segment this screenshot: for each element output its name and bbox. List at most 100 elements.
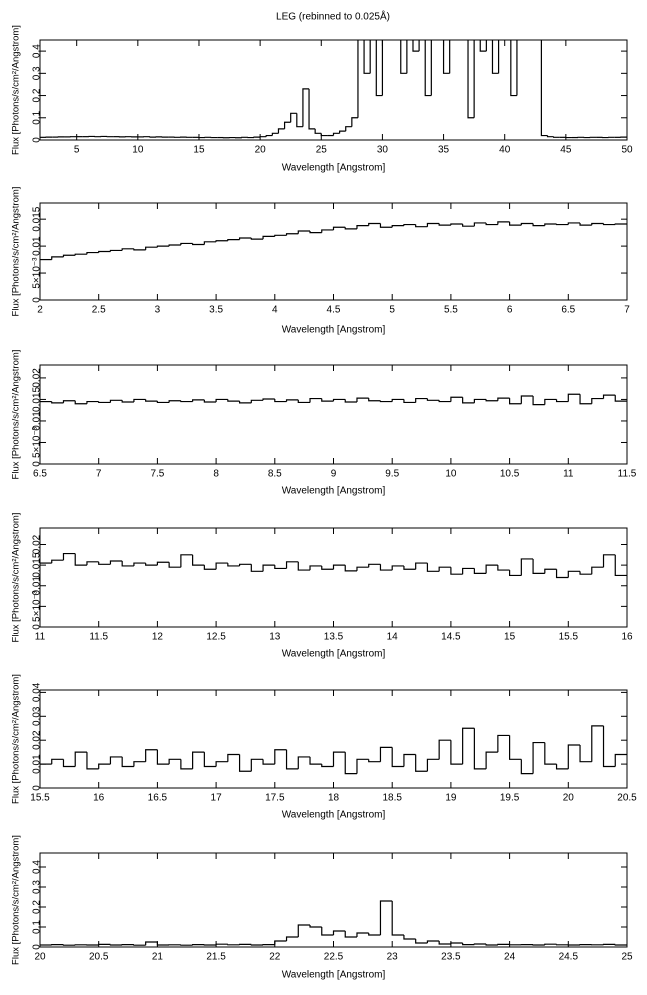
step-bin [520, 222, 534, 226]
x-axis-label: Wavelength [Angstrom] [282, 970, 386, 981]
step-bin [368, 398, 381, 402]
step-bin [473, 222, 487, 227]
x-tick-label: 21.5 [206, 952, 226, 963]
step-bin [379, 746, 393, 762]
y-tick-label: 0.04 [32, 682, 43, 702]
step-bin [438, 223, 451, 226]
step-bin [520, 759, 534, 775]
y-axis-label: Flux [Photons/s/cm²/Angstrom] [11, 513, 22, 643]
step-bin [145, 399, 158, 402]
step-bin [415, 562, 428, 570]
y-tick-label: 0.3 [32, 66, 43, 80]
x-tick-label: 10.5 [500, 469, 520, 480]
step-bin [51, 758, 64, 765]
step-bin [285, 936, 299, 941]
y-tick-label: 0.02 [32, 534, 43, 554]
step-bin [450, 567, 463, 575]
x-tick-label: 13 [269, 632, 281, 643]
step-bin [375, 40, 383, 97]
x-tick-label: 6.5 [33, 469, 47, 480]
y-tick-label: 0.01 [32, 411, 43, 431]
step-bin [602, 223, 616, 226]
step-bin [614, 223, 627, 225]
step-bin [250, 564, 264, 572]
x-tick-label: 11.5 [89, 632, 108, 643]
y-tick-label: 0 [32, 785, 43, 791]
panel: 6.5 7 7.5 8 8.5 9 9.5 10 10.5 11 11.505×10⁻³0.010.… [11, 350, 637, 497]
y-tick-label: 5×10⁻³ [32, 426, 43, 458]
y-tick-label: 0.015 [32, 206, 43, 231]
step-bin [297, 756, 311, 769]
step-bin [415, 939, 428, 944]
step-bin [121, 756, 134, 768]
x-tick-label: 22.5 [324, 952, 344, 963]
step-bin [285, 399, 299, 402]
step-bin [462, 943, 475, 946]
step-bin [274, 399, 287, 403]
step-bin [215, 761, 228, 767]
step-bin [133, 761, 146, 767]
step-bin [109, 399, 123, 403]
y-tick-label: 0.015 [32, 386, 43, 411]
step-bin [553, 136, 560, 138]
step-bin [277, 128, 285, 134]
step-bin [509, 398, 522, 405]
step-bin [491, 40, 499, 74]
step-bin [168, 244, 181, 247]
step-bin [109, 249, 123, 252]
x-tick-label: 18 [328, 793, 340, 804]
x-tick-label: 8.5 [268, 469, 282, 480]
step-bin [109, 944, 123, 946]
step-bin [62, 552, 76, 561]
x-tick-label: 17.5 [265, 793, 285, 804]
step-bin [509, 570, 522, 577]
step-bin [532, 395, 545, 406]
step-bin [156, 749, 170, 765]
step-bin [74, 553, 87, 566]
x-tick-label: 3 [155, 305, 161, 316]
step-bin [344, 752, 357, 775]
step-bin [302, 88, 310, 127]
y-axis-label: Flux [Photons/s/cm²/Angstrom] [11, 835, 22, 965]
step-bin [98, 561, 111, 565]
y-tick-label: 0.02 [32, 730, 43, 750]
series [40, 0, 627, 139]
step-bin [544, 943, 557, 945]
step-bin [250, 238, 264, 240]
x-tick-label: 2 [37, 305, 43, 316]
x-tick-label: 24 [504, 952, 516, 963]
step-bin [430, 40, 432, 96]
x-tick-label: 11 [563, 469, 574, 480]
step-bin [109, 560, 123, 565]
y-tick-label: 0.01 [32, 754, 43, 774]
step-bin [227, 944, 240, 946]
step-bin [121, 400, 134, 403]
y-tick-label: 0.3 [32, 880, 43, 894]
panel: 11 11.5 12 12.5 13 13.5 14 14.5 15 15.5 1605×10⁻³0… [11, 513, 633, 660]
step-bin [368, 933, 381, 936]
step-bin [418, 40, 420, 52]
step-bin [450, 223, 463, 226]
x-tick-label: 50 [621, 145, 633, 156]
step-bin [403, 753, 416, 767]
x-tick-label: 20 [34, 952, 46, 963]
step-bin [203, 399, 217, 403]
step-bin [505, 0, 511, 7]
step-bin [274, 749, 287, 765]
step-bin [368, 222, 381, 226]
step-bin [555, 223, 569, 226]
step-bin [168, 758, 181, 765]
x-axis-label: Wavelength [Angstrom] [282, 325, 386, 336]
step-bin [555, 944, 569, 946]
step-bin [509, 735, 522, 760]
step-bin [426, 758, 440, 772]
x-tick-label: 9.5 [385, 469, 399, 480]
y-tick-label: 0 [32, 624, 43, 630]
step-bin [262, 235, 275, 240]
step-bin [438, 941, 451, 945]
x-tick-label: 19.5 [500, 793, 520, 804]
y-tick-label: 0 [32, 137, 43, 143]
step-bin [62, 254, 76, 257]
step-bin [215, 398, 228, 403]
step-bin [227, 399, 240, 402]
